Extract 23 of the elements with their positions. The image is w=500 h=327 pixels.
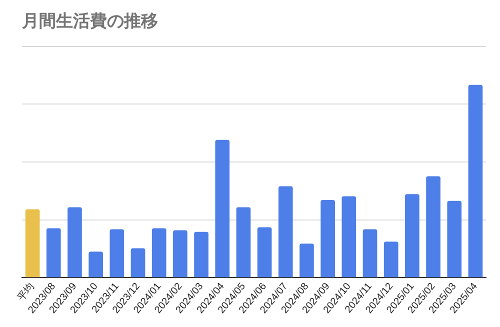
bar [300, 244, 314, 278]
bar [25, 209, 40, 278]
bar [447, 200, 462, 278]
bar [110, 229, 124, 278]
bar [342, 196, 356, 278]
bar [46, 228, 61, 278]
bar [152, 228, 166, 278]
bar [173, 230, 188, 278]
bar [405, 194, 420, 278]
bar [236, 207, 251, 278]
bar [320, 200, 335, 278]
bar [362, 229, 378, 278]
bar [257, 227, 272, 278]
bar [68, 207, 82, 278]
bar [384, 242, 398, 278]
chart-title: 月間生活費の推移 [21, 12, 158, 32]
bar [426, 176, 440, 278]
bar [215, 140, 230, 278]
bar [278, 186, 293, 278]
bar [130, 248, 146, 278]
bar [88, 252, 103, 278]
bar [194, 232, 208, 278]
bar [468, 84, 483, 278]
